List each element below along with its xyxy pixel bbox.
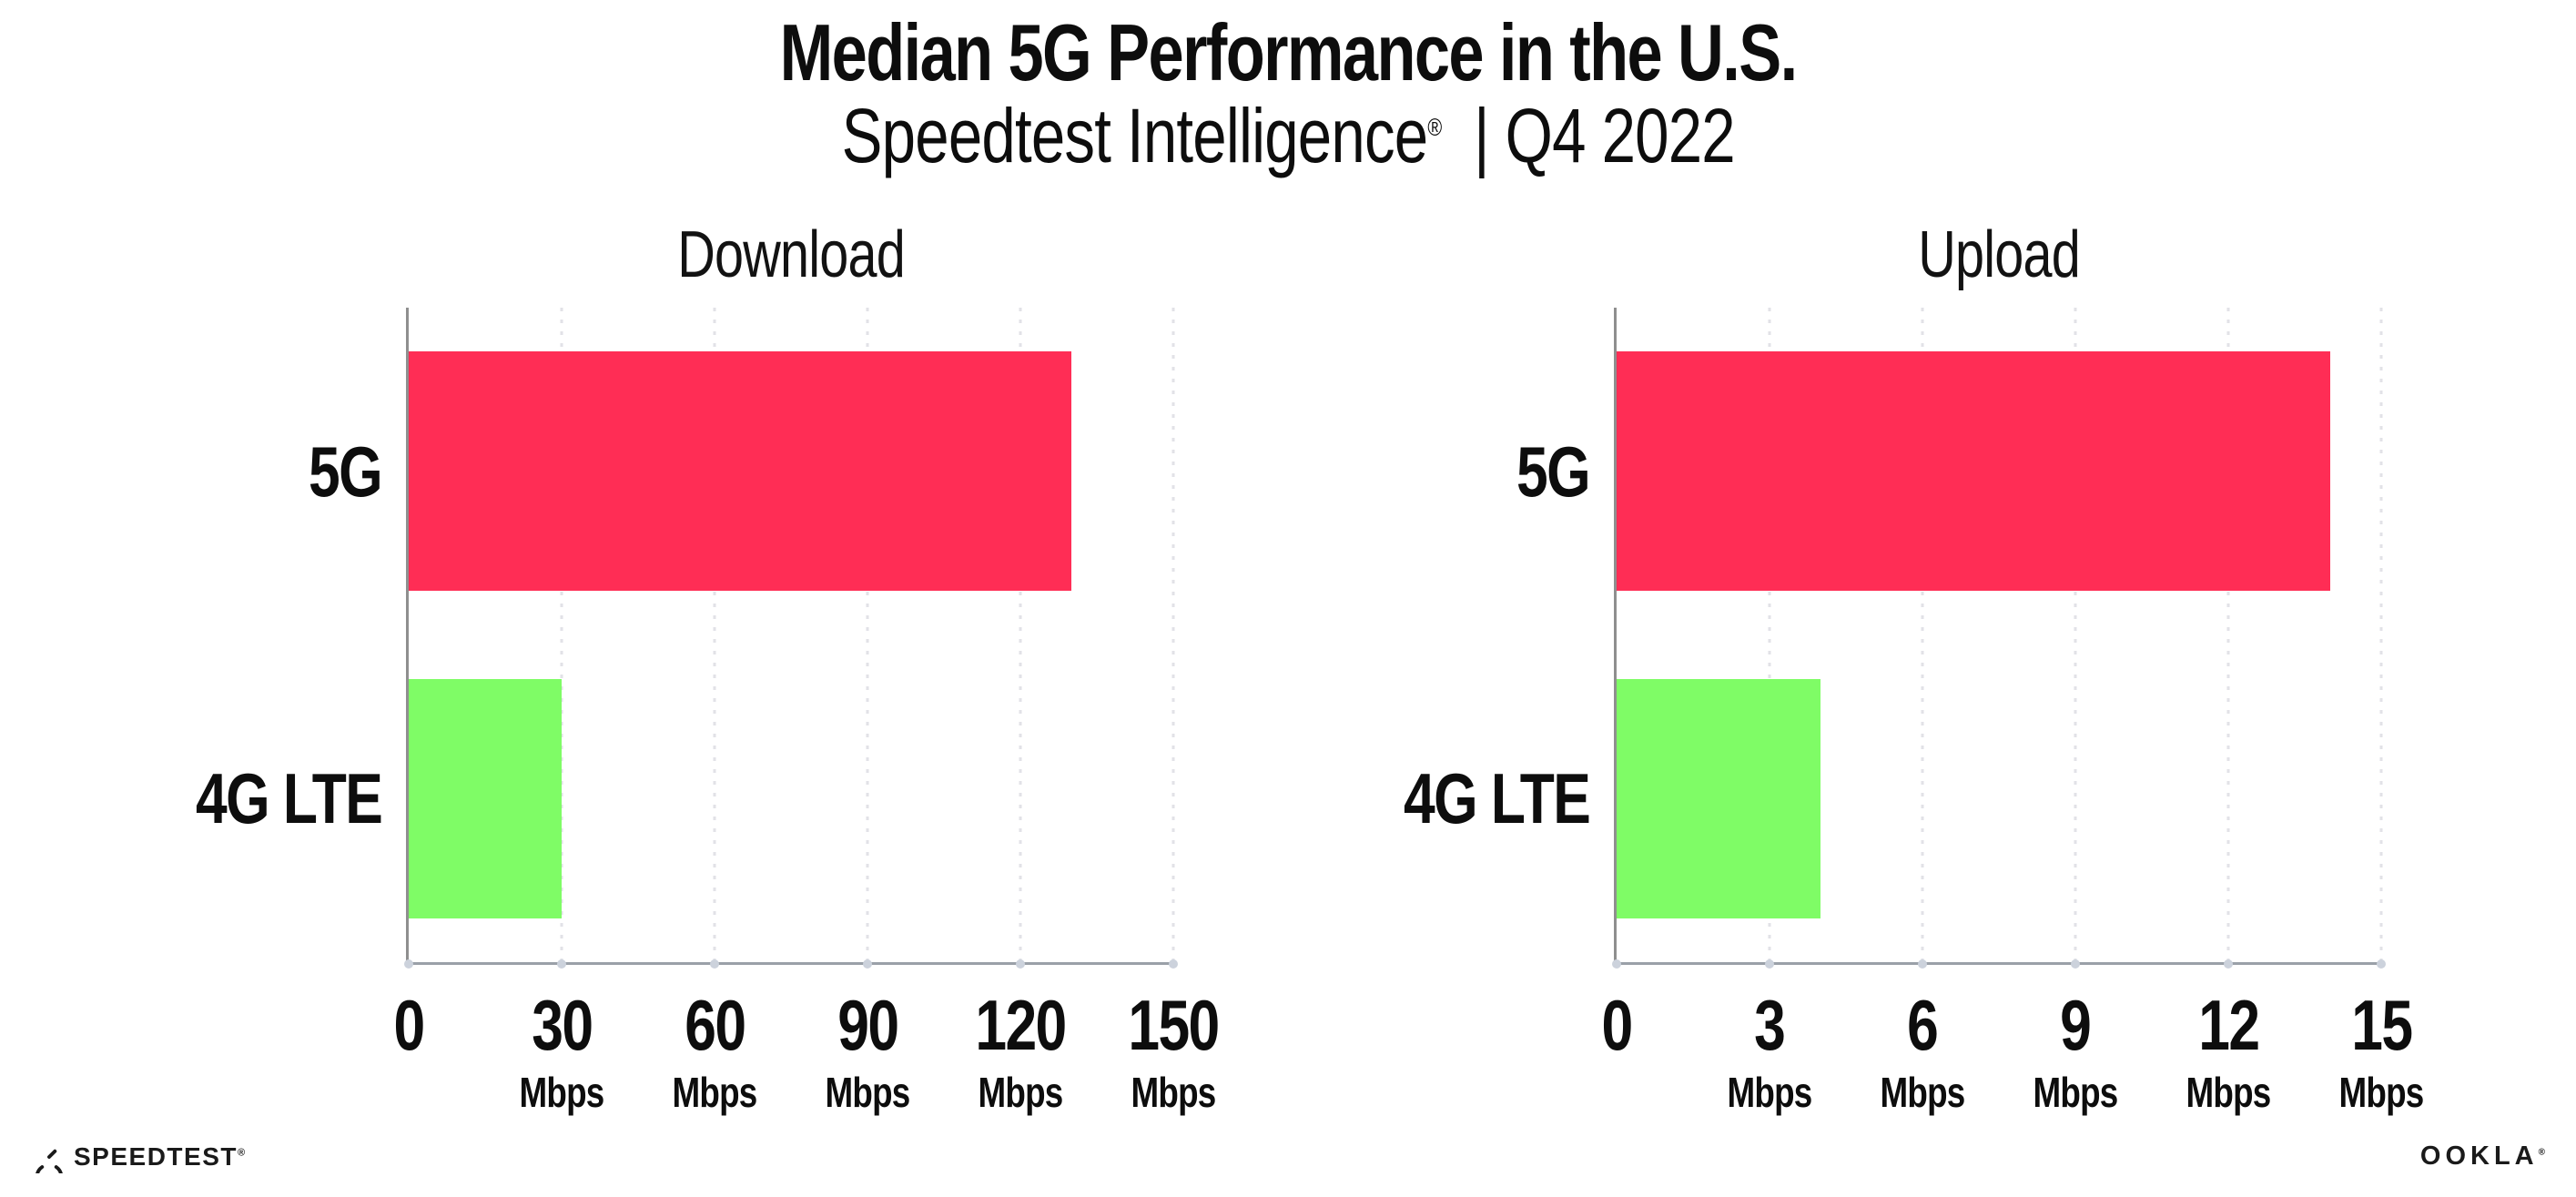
x-tick-value: 3	[1754, 985, 1786, 1065]
x-tick-label: 9 Mbps	[2023, 989, 2128, 1113]
x-tick-label: 15 Mbps	[2328, 989, 2434, 1113]
gridline	[2379, 308, 2383, 962]
category-label: 4G LTE	[195, 758, 383, 839]
x-tick-label: 0	[390, 989, 427, 1060]
download-chart-title: Download	[677, 218, 906, 291]
gridline	[2226, 308, 2230, 962]
gridline	[866, 308, 869, 962]
axis-tick-dot	[2071, 959, 2080, 969]
gridline	[1921, 308, 1924, 962]
bar-4g-lte	[1617, 678, 1820, 918]
plot-area	[1612, 308, 2386, 969]
category-label: 5G	[308, 431, 383, 512]
bar-4g-lte	[409, 678, 562, 918]
gridline	[1171, 308, 1175, 962]
x-tick-unit: Mbps	[978, 1069, 1064, 1116]
plot-area	[404, 308, 1178, 969]
x-tick-value: 0	[1601, 985, 1633, 1065]
axis-tick-dot	[1612, 959, 1621, 969]
ookla-wordmark: OOKLA	[2419, 1141, 2539, 1171]
axis-tick-dot	[557, 959, 566, 969]
registered-mark-icon: ®	[1427, 114, 1442, 141]
y-axis-labels: 5G 4G LTE	[17, 308, 409, 962]
speedtest-gauge-icon	[35, 1149, 63, 1173]
axis-tick-dot	[1016, 959, 1025, 969]
gridline	[1019, 308, 1022, 962]
speedtest-wordmark: SPEEDTEST®	[74, 1142, 247, 1171]
gridline	[713, 308, 716, 962]
x-tick-unit: Mbps	[2186, 1069, 2272, 1116]
ookla-logo: OOKLA®	[2420, 1141, 2545, 1172]
category-label: 5G	[1516, 431, 1591, 512]
upload-chart-title: Upload	[1918, 218, 2081, 291]
x-tick-unit: Mbps	[825, 1069, 911, 1116]
bar-5g	[409, 351, 1071, 592]
x-tick-unit: Mbps	[2338, 1069, 2425, 1116]
x-tick-label: 90 Mbps	[815, 989, 920, 1113]
x-tick-label: 6 Mbps	[1870, 989, 1975, 1113]
gridline	[1768, 308, 1771, 962]
speedtest-logo: SPEEDTEST®	[33, 1141, 247, 1173]
page-title: Median 5G Performance in the U.S.	[0, 5, 2576, 100]
registered-mark-icon: ®	[2538, 1147, 2545, 1158]
subtitle-brand: Speedtest Intelligence	[841, 93, 1428, 178]
axis-tick-dot	[1918, 959, 1927, 969]
upload-chart: Upload 5G 4G LTE 0 3 Mbps 6 Mbps 9 Mbps 12 Mbps 15…	[1404, 222, 2424, 1113]
x-tick-value: 6	[1907, 985, 1939, 1065]
x-tick-value: 150	[1128, 985, 1220, 1065]
gridline	[2074, 308, 2077, 962]
x-tick-value: 90	[837, 985, 899, 1065]
x-tick-value: 9	[2060, 985, 2092, 1065]
x-tick-unit: Mbps	[1131, 1069, 1217, 1116]
x-tick-unit: Mbps	[2033, 1069, 2119, 1116]
axis-tick-dot	[863, 959, 872, 969]
axis-tick-dot	[404, 959, 413, 969]
axis-tick-dot	[1765, 959, 1774, 969]
x-tick-label: 3 Mbps	[1717, 989, 1822, 1113]
page-title-text: Median 5G Performance in the U.S.	[779, 7, 1799, 97]
x-tick-label: 150 Mbps	[1117, 989, 1230, 1113]
subtitle-period: | Q4 2022	[1473, 93, 1736, 178]
axis-tick-dot	[2224, 959, 2233, 969]
x-tick-unit: Mbps	[1880, 1069, 1966, 1116]
download-chart: Download 5G 4G LTE 0 30 Mbps 60 Mbps 90 Mbps 120…	[196, 222, 1220, 1113]
x-tick-value: 30	[531, 985, 593, 1065]
bar-5g	[1617, 351, 2330, 592]
x-tick-label: 60 Mbps	[662, 989, 767, 1113]
axis-tick-dot	[710, 959, 719, 969]
x-tick-label: 12 Mbps	[2175, 989, 2281, 1113]
x-tick-value: 120	[975, 985, 1067, 1065]
page-subtitle-text: Speedtest Intelligence® | Q4 2022	[841, 91, 1736, 181]
x-tick-label: 0	[1597, 989, 1635, 1060]
x-tick-unit: Mbps	[672, 1069, 758, 1116]
x-tick-value: 12	[2197, 985, 2260, 1065]
page-subtitle: Speedtest Intelligence® | Q4 2022	[0, 91, 2576, 181]
x-tick-value: 60	[684, 985, 746, 1065]
axis-tick-dot	[1169, 959, 1178, 969]
x-tick-value: 0	[393, 985, 425, 1065]
x-tick-value: 15	[2350, 985, 2413, 1065]
x-tick-label: 120 Mbps	[964, 989, 1077, 1113]
gridline	[560, 308, 563, 962]
axis-tick-dot	[2377, 959, 2386, 969]
y-axis-labels: 5G 4G LTE	[1225, 308, 1617, 962]
registered-mark-icon: ®	[237, 1147, 247, 1159]
x-tick-unit: Mbps	[1727, 1069, 1813, 1116]
x-tick-label: 30 Mbps	[509, 989, 614, 1113]
category-label: 4G LTE	[1403, 758, 1591, 839]
x-tick-unit: Mbps	[519, 1069, 605, 1116]
